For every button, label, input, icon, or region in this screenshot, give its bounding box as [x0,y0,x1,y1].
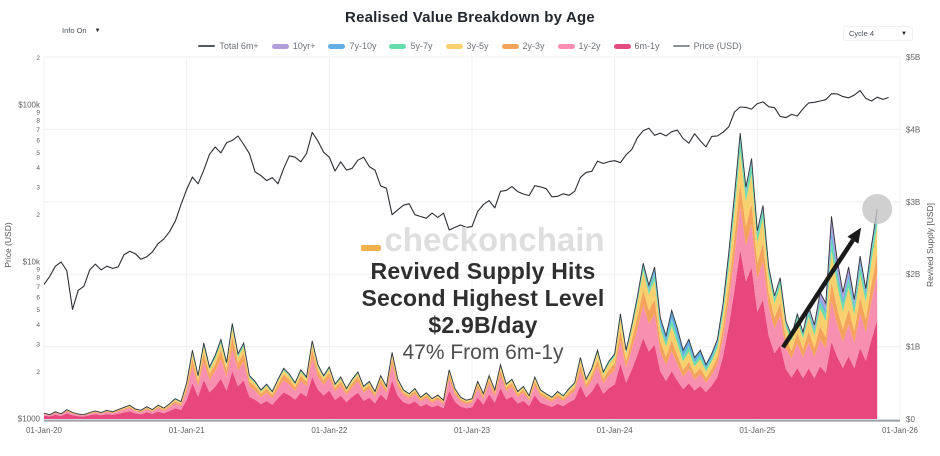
price-line [43,90,889,310]
right-axis-tick: $4B [906,125,920,134]
legend-item-2y-3y[interactable]: 2y-3y [501,41,545,51]
left-axis-tick: $1000 [18,415,41,424]
left-axis-tick: 5 [36,307,40,314]
x-axis-tick: 01-Jan-25 [739,426,776,435]
total-6m-plus-line [43,132,878,416]
x-axis-tick: 01-Jan-21 [169,426,206,435]
legend-item-label: 3y-5y [466,41,489,51]
legend-item-label: 5y-7y [410,41,433,51]
left-axis-tick: 8 [36,118,40,125]
annotation-arrowhead-icon [847,227,862,244]
legend-item-price-usd-[interactable]: Price (USD) [672,41,742,51]
cycle-select-value: Cycle 4 [849,29,875,38]
legend-item-label: 6m-1y [634,41,660,51]
x-axis-tick: 01-Jan-20 [26,426,63,435]
info-toggle[interactable]: Info On ▼ [62,26,101,35]
annotation-arrow [781,238,855,349]
left-axis-tick: 3 [36,185,40,192]
left-axis-tick: 8 [36,275,40,282]
right-axis-title: Revived Supply [USD] [925,202,935,288]
left-axis-tick: 2 [36,369,40,376]
left-axis-tick: 6 [36,294,40,301]
chevron-down-icon: ▼ [901,30,907,37]
band-area-2y-3y[interactable] [44,183,878,416]
legend-item-1y-2y[interactable]: 1y-2y [557,41,601,51]
x-axis-tick: 01-Jan-23 [454,426,491,435]
annotation-callout: Revived Supply Hits Second Highest Level… [303,258,663,366]
left-axis-tick: $100k [18,101,41,110]
legend-swatch-icon [445,43,463,49]
legend-swatch-icon [198,45,216,47]
legend-item-total-6m-[interactable]: Total 6m+ [198,41,259,51]
legend-swatch-icon [271,43,289,49]
info-toggle-label: Info On [62,26,87,35]
left-axis-tick: $10k [23,258,41,267]
callout-line-3: $2.9B/day [428,312,538,338]
watermark-dash-icon [361,245,382,251]
legend-swatch-icon [389,43,407,49]
band-area-6m-1y[interactable] [44,249,878,419]
page-title: Realised Value Breakdown by Age [345,9,595,26]
x-axis-tick: 01-Jan-22 [311,426,348,435]
watermark: checkonchain [333,221,633,259]
right-axis-tick: $2B [906,270,920,279]
right-axis-tick: $1B [906,343,920,352]
left-axis-tick: 2 [36,212,40,219]
legend-swatch-icon [557,43,575,49]
legend-swatch-icon [328,43,346,49]
left-axis-tick: 9 [36,110,40,117]
left-axis-title: Price (USD) [3,222,13,268]
legend-item-label: 2y-3y [522,41,545,51]
x-axis-tick: 01-Jan-26 [882,426,919,435]
chevron-down-icon: ▼ [94,27,101,34]
cycle-select[interactable]: Cycle 4 ▼ [843,26,913,41]
left-axis-tick: 7 [36,284,40,291]
legend: Total 6m+ 10yr+ 7y-10y 5y-7y 3y-5y 2y-3y 1y-2y… [0,41,940,51]
left-axis-tick: 4 [36,322,40,329]
legend-item-7y-10y[interactable]: 7y-10y [328,41,376,51]
callout-line-2: Second Highest Level [361,285,605,311]
legend-item-label: 7y-10y [349,41,377,51]
legend-item-10yr-[interactable]: 10yr+ [271,41,316,51]
highlight-circle-marker [862,194,893,225]
right-axis-tick: $3B [906,198,920,207]
callout-line-1: Revived Supply Hits [370,258,596,284]
left-axis-tick: 3 [36,342,40,349]
legend-item-label: 10yr+ [292,41,316,51]
legend-item-label: Total 6m+ [219,41,259,51]
left-axis-tick: 6 [36,137,40,144]
left-axis-tick: 7 [36,127,40,134]
left-axis-tick: 2 [36,55,40,62]
legend-swatch-icon [501,43,519,49]
callout-line-4: 47% From 6m-1y [402,341,564,364]
band-area-1y-2y[interactable] [44,206,878,417]
legend-item-label: Price (USD) [693,41,742,51]
legend-swatch-icon [613,43,631,49]
left-axis-tick: 4 [36,165,40,172]
right-axis-tick: $5B [906,53,920,62]
right-axis-tick: $0 [906,415,915,424]
legend-item-3y-5y[interactable]: 3y-5y [445,41,489,51]
left-axis-tick: 5 [36,150,40,157]
legend-item-6m-1y[interactable]: 6m-1y [613,41,660,51]
legend-item-5y-7y[interactable]: 5y-7y [389,41,433,51]
legend-swatch-icon [672,45,690,47]
watermark-text: checkonchain [384,221,605,258]
left-axis-tick: 9 [36,267,40,274]
legend-item-label: 1y-2y [578,41,601,51]
x-axis-tick: 01-Jan-24 [597,426,634,435]
